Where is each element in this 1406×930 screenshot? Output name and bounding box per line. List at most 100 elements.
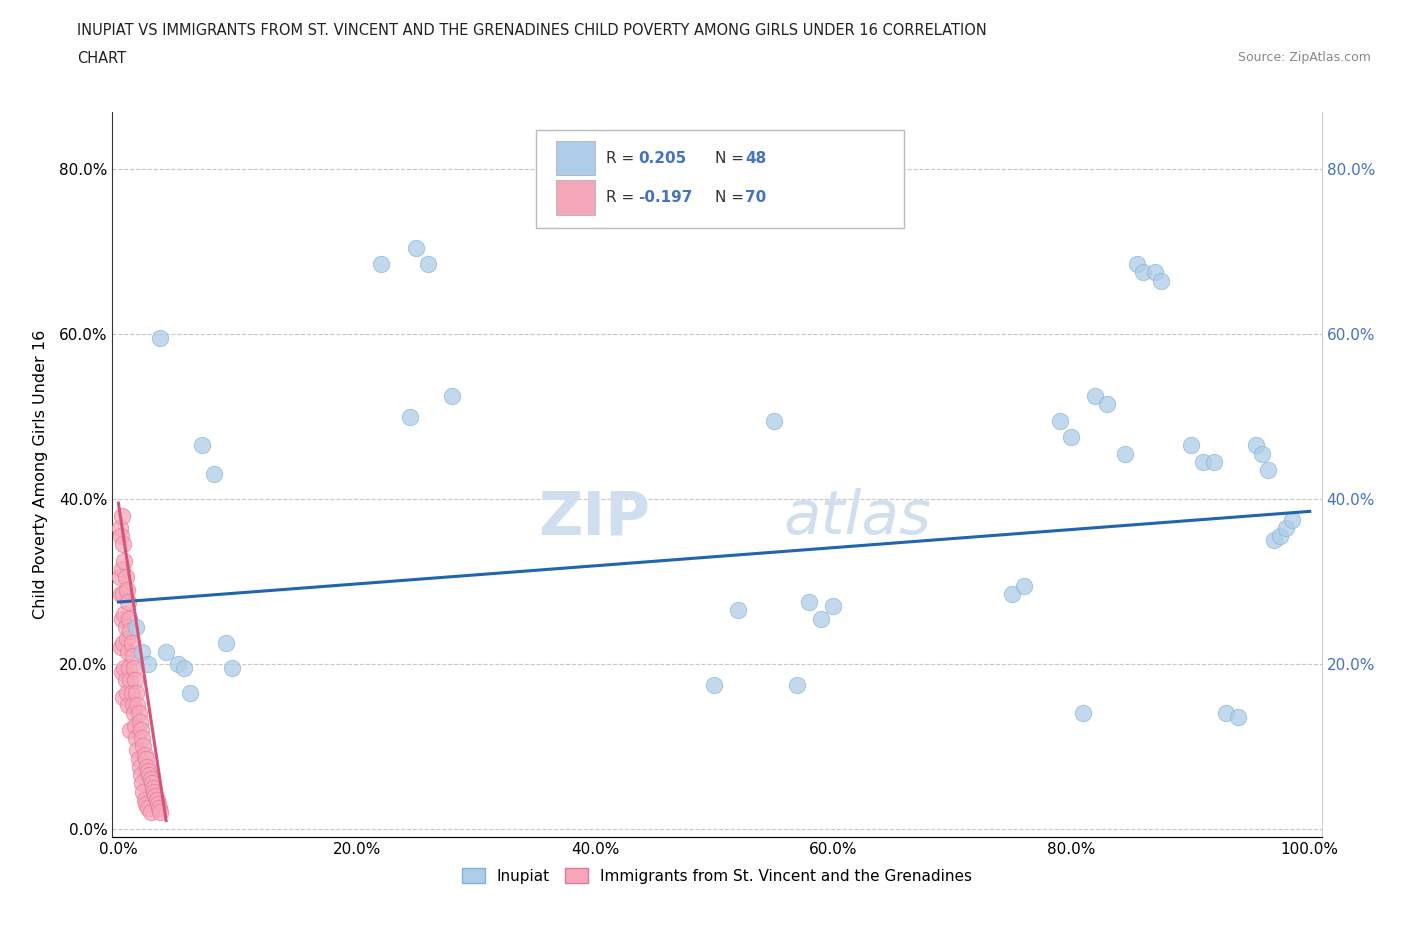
Point [125,619,148,634]
Point [117,698,139,712]
Point [1012,578,1035,593]
Point [167,657,190,671]
Point [1049,413,1071,428]
Point [141,776,163,790]
Text: 0.205: 0.205 [638,151,686,166]
FancyBboxPatch shape [557,179,595,215]
Point [125,685,148,700]
Point [799,594,821,609]
Point [127,743,149,758]
Text: INUPIAT VS IMMIGRANTS FROM ST. VINCENT AND THE GRENADINES CHILD POVERTY AMONG GI: INUPIAT VS IMMIGRANTS FROM ST. VINCENT A… [77,23,987,38]
Point [134,747,156,762]
Point [115,582,138,597]
Point [155,644,177,659]
Point [120,623,142,638]
Point [114,619,136,634]
Point [135,751,157,766]
Point [131,776,153,790]
Point [112,636,135,651]
Point [221,660,243,675]
Point [129,768,152,783]
Point [148,801,170,816]
Point [114,673,136,688]
Point [370,257,392,272]
Point [1263,533,1285,548]
Point [131,731,153,746]
Point [405,240,427,255]
Point [125,731,148,746]
Point [112,553,135,568]
Text: atlas: atlas [783,488,931,548]
Point [117,594,139,609]
Point [108,521,131,536]
Point [112,689,135,704]
Point [129,723,152,737]
Point [1257,463,1279,478]
Point [1114,446,1136,461]
Point [727,603,749,618]
Point [117,644,139,659]
Text: Source: ZipAtlas.com: Source: ZipAtlas.com [1237,51,1371,64]
Point [142,780,165,795]
Point [124,718,146,733]
Y-axis label: Child Poverty Among Girls Under 16: Child Poverty Among Girls Under 16 [32,329,48,619]
Point [143,784,166,799]
Point [138,768,160,783]
Text: 70: 70 [745,190,766,205]
Point [149,804,172,819]
Point [786,677,808,692]
Point [1191,455,1213,470]
Point [111,665,134,680]
Point [1126,257,1149,272]
Point [121,636,143,651]
Point [136,760,159,775]
Point [136,657,159,671]
Point [214,636,236,651]
Point [145,789,167,804]
Point [1132,265,1154,280]
Point [122,660,145,675]
Text: 48: 48 [745,151,766,166]
Point [135,797,157,812]
Point [1001,587,1024,602]
Point [1073,706,1095,721]
Point [112,660,135,675]
Point [112,587,135,602]
Point [1204,455,1226,470]
Point [1095,397,1118,412]
Point [1244,438,1267,453]
Point [112,537,135,551]
Point [1268,528,1291,543]
Point [823,599,845,614]
Point [145,792,167,807]
Point [703,677,725,692]
Point [127,698,149,712]
Point [111,611,134,626]
Point [1251,446,1274,461]
Text: N =: N = [714,151,748,166]
Point [120,673,142,688]
Point [108,570,131,585]
Point [132,784,155,799]
Text: ZIP: ZIP [538,488,651,548]
Point [121,685,143,700]
Point [115,631,138,646]
Point [132,738,155,753]
FancyBboxPatch shape [557,140,595,176]
Point [124,673,146,688]
Point [440,389,463,404]
Point [1281,512,1303,527]
Point [399,409,422,424]
FancyBboxPatch shape [536,130,904,228]
Point [202,467,225,482]
Point [115,685,138,700]
Point [1084,389,1107,404]
Point [1227,710,1250,724]
Point [134,792,156,807]
Point [146,797,169,812]
Point [1275,521,1298,536]
Point [149,331,172,346]
Point [179,685,201,700]
Point [173,660,195,675]
Point [128,751,150,766]
